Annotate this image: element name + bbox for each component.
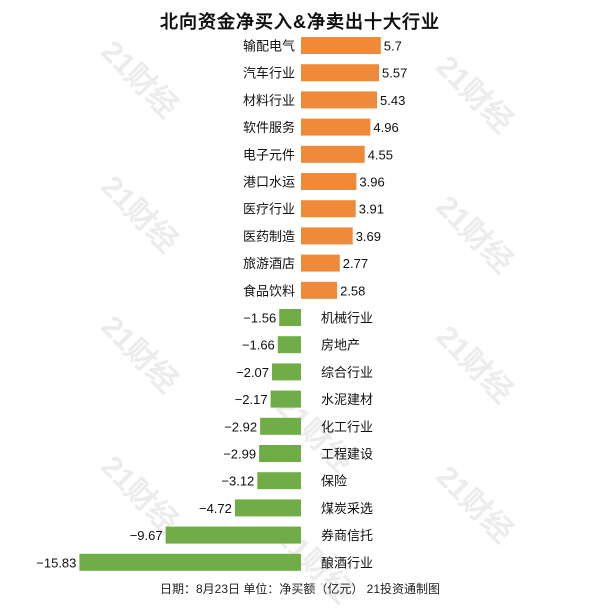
bar-医药制造 bbox=[301, 227, 353, 245]
value-label: 2.77 bbox=[343, 256, 368, 271]
bar-材料行业 bbox=[301, 91, 377, 109]
category-label: 水泥建材 bbox=[321, 392, 373, 407]
category-label: 酿酒行业 bbox=[321, 555, 373, 570]
value-label: −1.56 bbox=[243, 311, 276, 326]
value-label: −1.66 bbox=[242, 338, 275, 353]
value-label: −2.07 bbox=[236, 365, 269, 380]
bar-食品饮料 bbox=[301, 281, 338, 299]
bar-汽车行业 bbox=[301, 64, 379, 82]
bar-医疗行业 bbox=[301, 200, 356, 218]
category-label: 输配电气 bbox=[243, 39, 295, 54]
category-label: 保险 bbox=[321, 474, 347, 489]
value-label: −2.99 bbox=[223, 447, 256, 462]
bar-水泥建材 bbox=[270, 390, 301, 408]
bar-券商信托 bbox=[165, 526, 301, 544]
bar-工程建设 bbox=[259, 445, 301, 462]
category-label: 工程建设 bbox=[321, 447, 373, 462]
category-label: 旅游酒店 bbox=[243, 256, 295, 271]
category-label: 煤炭采选 bbox=[321, 501, 373, 516]
value-label: 2.58 bbox=[340, 283, 365, 298]
value-label: −2.92 bbox=[224, 419, 257, 434]
category-label: 材料行业 bbox=[243, 93, 295, 108]
bar-煤炭采选 bbox=[234, 499, 301, 517]
bar-机械行业 bbox=[279, 309, 301, 326]
value-label: 4.96 bbox=[373, 120, 398, 135]
bar-酿酒行业 bbox=[79, 553, 302, 571]
value-label: −9.67 bbox=[130, 528, 163, 543]
value-label: 5.57 bbox=[382, 66, 407, 81]
category-label: 医疗行业 bbox=[243, 202, 295, 217]
category-label: 港口水运 bbox=[243, 175, 295, 190]
bar-港口水运 bbox=[301, 173, 357, 190]
bar-保险 bbox=[257, 472, 301, 490]
category-label: 券商信托 bbox=[321, 528, 373, 543]
value-label: 5.43 bbox=[380, 93, 405, 108]
category-label: 食品饮料 bbox=[243, 283, 295, 298]
category-label: 房地产 bbox=[321, 338, 360, 353]
value-label: 4.55 bbox=[368, 147, 393, 162]
value-label: −15.83 bbox=[36, 555, 76, 570]
value-label: 3.96 bbox=[359, 175, 384, 190]
bar-旅游酒店 bbox=[301, 254, 340, 272]
bar-房地产 bbox=[277, 336, 301, 354]
value-label: 5.7 bbox=[384, 39, 402, 54]
category-label: 汽车行业 bbox=[243, 66, 295, 81]
category-label: 医药制造 bbox=[243, 229, 295, 244]
value-label: 3.91 bbox=[359, 202, 384, 217]
value-label: −2.17 bbox=[235, 392, 268, 407]
category-label: 软件服务 bbox=[243, 120, 295, 135]
category-label: 化工行业 bbox=[321, 419, 373, 434]
bar-输配电气 bbox=[301, 37, 381, 54]
value-label: −3.12 bbox=[221, 474, 254, 489]
bar-电子元件 bbox=[301, 145, 365, 163]
bar-化工行业 bbox=[260, 417, 301, 435]
category-label: 电子元件 bbox=[243, 147, 295, 162]
chart-footer: 日期：8月23日 单位：净买额（亿元） 21投资通制图 bbox=[159, 582, 441, 596]
category-label: 综合行业 bbox=[321, 365, 373, 380]
chart-title: 北向资金净买入&净卖出十大行业 bbox=[160, 12, 440, 32]
bar-软件服务 bbox=[301, 118, 371, 136]
bar-综合行业 bbox=[272, 363, 301, 381]
category-label: 机械行业 bbox=[321, 311, 373, 326]
value-label: 3.69 bbox=[356, 229, 381, 244]
value-label: −4.72 bbox=[199, 501, 232, 516]
